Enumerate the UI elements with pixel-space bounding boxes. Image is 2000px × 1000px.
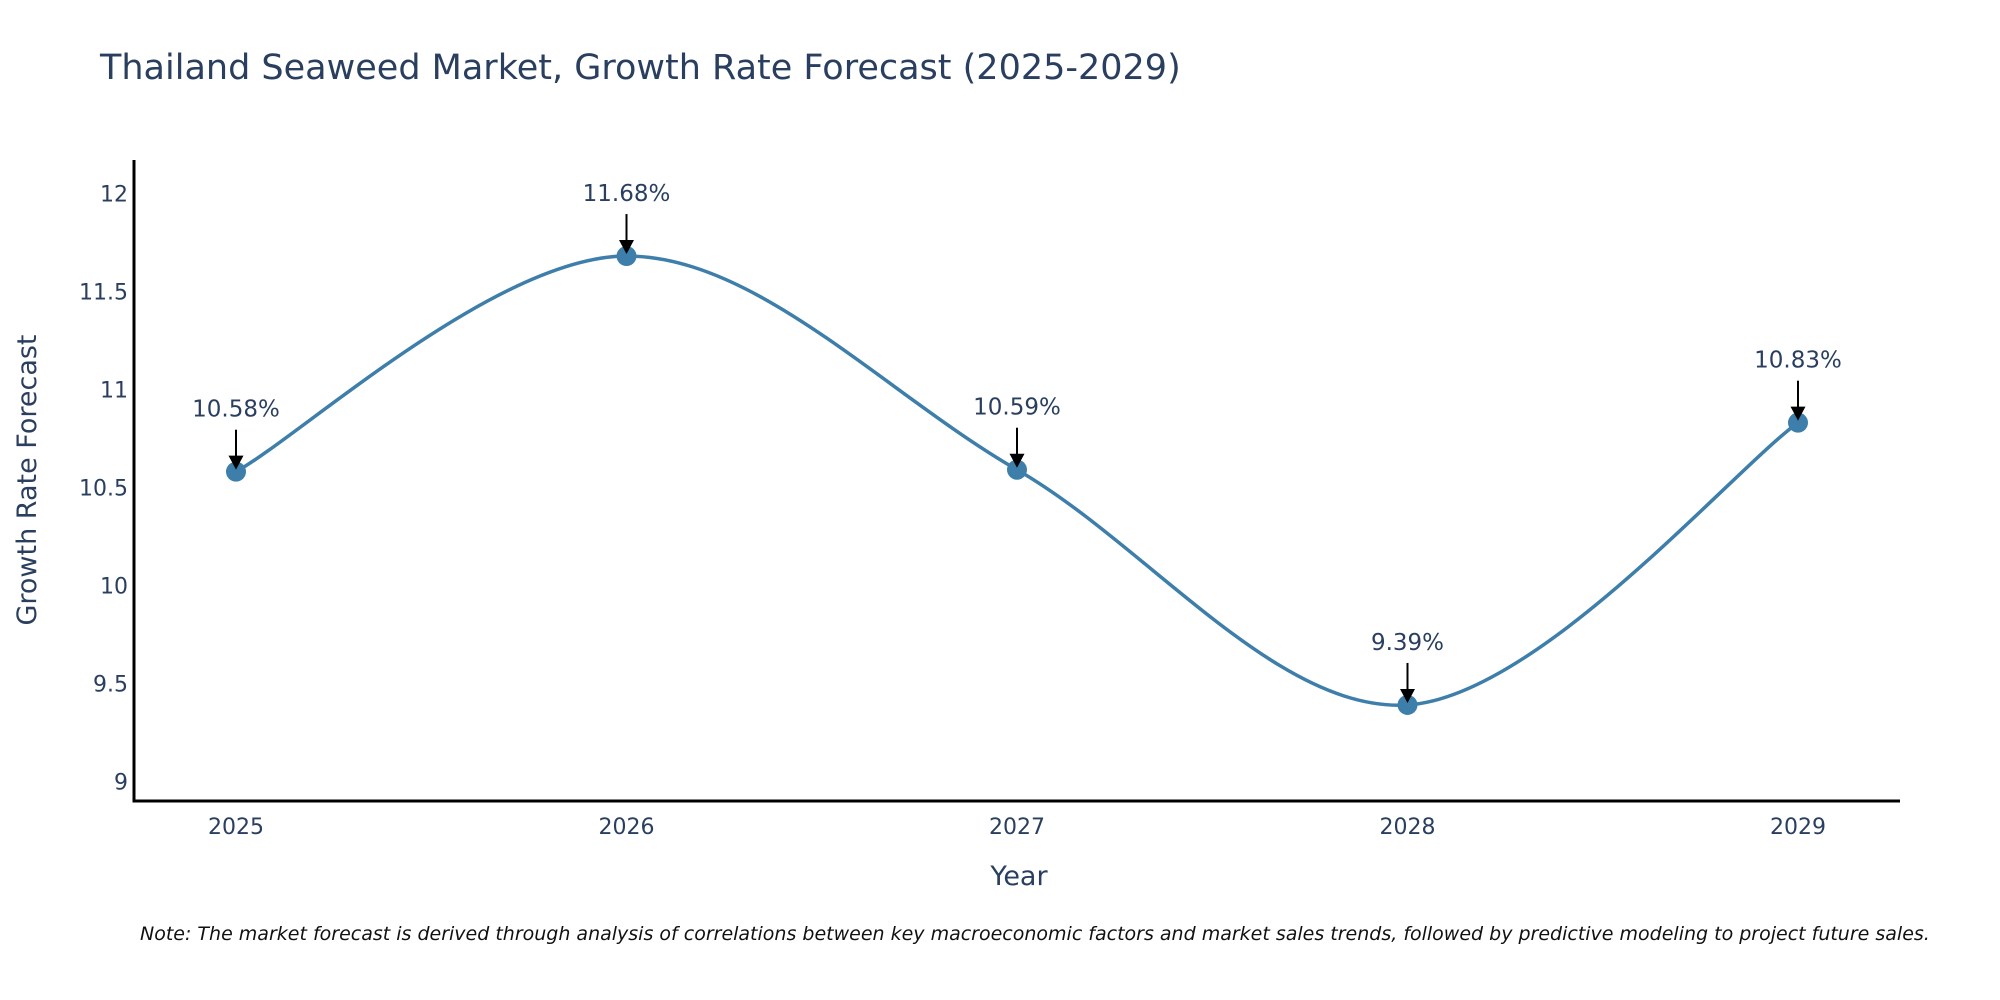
- data-point[interactable]: [1007, 459, 1027, 480]
- data-point[interactable]: [1788, 412, 1808, 433]
- x-axis-title: Year: [989, 861, 1048, 892]
- y-tick-label: 12: [100, 182, 128, 207]
- y-tick-label: 10: [100, 574, 128, 599]
- data-label: 10.83%: [1754, 348, 1842, 374]
- x-tick-label: 2025: [208, 815, 264, 840]
- annotation-arrow-head: [619, 240, 634, 255]
- annotation-arrow-head: [1400, 688, 1415, 703]
- data-point[interactable]: [226, 461, 246, 482]
- x-tick-label: 2029: [1770, 815, 1826, 840]
- y-tick-label: 11: [100, 378, 128, 403]
- data-label: 10.58%: [192, 397, 280, 423]
- chart-title: Thailand Seaweed Market, Growth Rate For…: [99, 48, 1181, 88]
- data-label: 9.39%: [1371, 630, 1444, 656]
- data-label: 11.68%: [583, 181, 671, 207]
- series-line-group: [234, 254, 1800, 707]
- x-axis: 2025 2026 2027 2028 2029: [132, 799, 1900, 840]
- data-points: [226, 246, 1808, 715]
- y-tick-label: 10.5: [79, 476, 128, 501]
- y-tick-label: 11.5: [79, 280, 128, 305]
- chart-note: Note: The market forecast is derived thr…: [140, 923, 1930, 945]
- annotation-arrow-head: [1790, 406, 1806, 421]
- x-tick-label: 2028: [1380, 815, 1436, 840]
- annotation-arrow-head: [228, 455, 244, 470]
- data-point[interactable]: [616, 246, 637, 267]
- y-axis: 9 9.5 10 10.5 11 11.5 12: [79, 160, 136, 802]
- annotation-arrow-head: [1009, 453, 1025, 468]
- y-tick-label: 9: [114, 770, 128, 795]
- y-tick-label: 9.5: [93, 672, 128, 697]
- data-label: 10.59%: [973, 395, 1061, 421]
- x-tick-label: 2026: [599, 815, 655, 840]
- y-axis-title: Growth Rate Forecast: [12, 334, 43, 625]
- data-label-annotations: 10.58% 11.68% 10.59% 9.39% 10.83%: [192, 181, 1842, 703]
- series-line: [234, 254, 1800, 707]
- x-tick-label: 2027: [989, 815, 1045, 840]
- data-point[interactable]: [1397, 694, 1418, 715]
